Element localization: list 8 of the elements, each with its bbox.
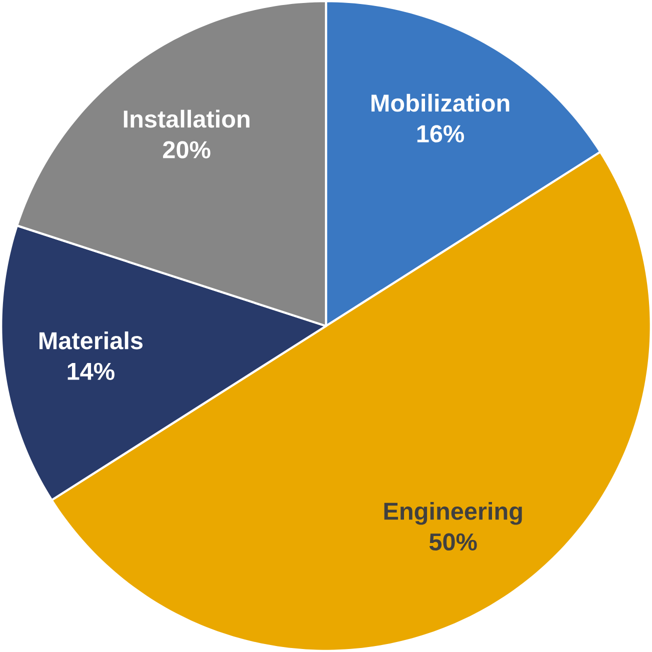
slice-label: Materials xyxy=(40,331,143,350)
slice-label: Installation xyxy=(124,110,250,128)
slice-label: Mobilization xyxy=(372,94,510,112)
data-label: 16% xyxy=(417,125,464,142)
data-label: 20% xyxy=(163,141,210,158)
slice-label: Engineering xyxy=(384,502,522,525)
data-label: 50% xyxy=(429,533,477,551)
data-label: 14% xyxy=(68,362,114,380)
